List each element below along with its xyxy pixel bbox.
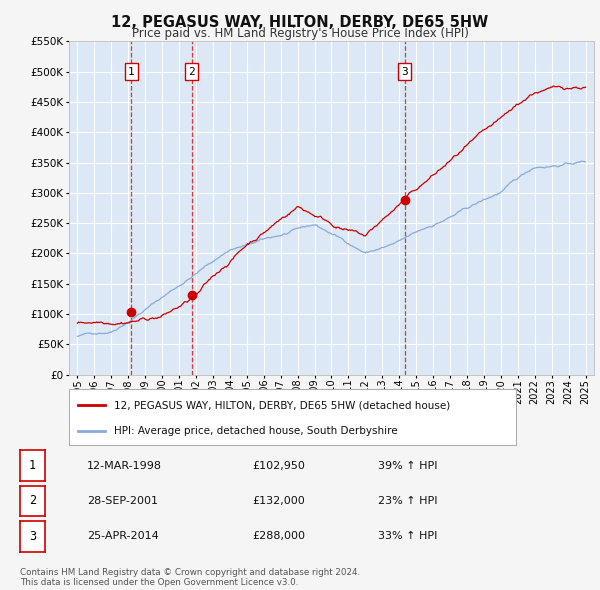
Text: HPI: Average price, detached house, South Derbyshire: HPI: Average price, detached house, Sout… — [114, 427, 397, 437]
Text: Price paid vs. HM Land Registry's House Price Index (HPI): Price paid vs. HM Land Registry's House … — [131, 27, 469, 40]
Text: 12-MAR-1998: 12-MAR-1998 — [87, 461, 162, 470]
Text: £102,950: £102,950 — [252, 461, 305, 470]
Text: 2: 2 — [29, 494, 36, 507]
Text: 2: 2 — [188, 67, 195, 77]
Text: 28-SEP-2001: 28-SEP-2001 — [87, 496, 158, 506]
Text: 3: 3 — [29, 530, 36, 543]
Text: 1: 1 — [128, 67, 135, 77]
Text: £288,000: £288,000 — [252, 532, 305, 541]
Text: 1: 1 — [29, 459, 36, 472]
Text: 23% ↑ HPI: 23% ↑ HPI — [378, 496, 437, 506]
Text: £132,000: £132,000 — [252, 496, 305, 506]
Text: 25-APR-2014: 25-APR-2014 — [87, 532, 159, 541]
Text: 39% ↑ HPI: 39% ↑ HPI — [378, 461, 437, 470]
Text: 33% ↑ HPI: 33% ↑ HPI — [378, 532, 437, 541]
Text: 12, PEGASUS WAY, HILTON, DERBY, DE65 5HW: 12, PEGASUS WAY, HILTON, DERBY, DE65 5HW — [112, 15, 488, 30]
Text: 3: 3 — [401, 67, 408, 77]
Text: 12, PEGASUS WAY, HILTON, DERBY, DE65 5HW (detached house): 12, PEGASUS WAY, HILTON, DERBY, DE65 5HW… — [114, 400, 450, 410]
Text: Contains HM Land Registry data © Crown copyright and database right 2024.
This d: Contains HM Land Registry data © Crown c… — [20, 568, 360, 587]
